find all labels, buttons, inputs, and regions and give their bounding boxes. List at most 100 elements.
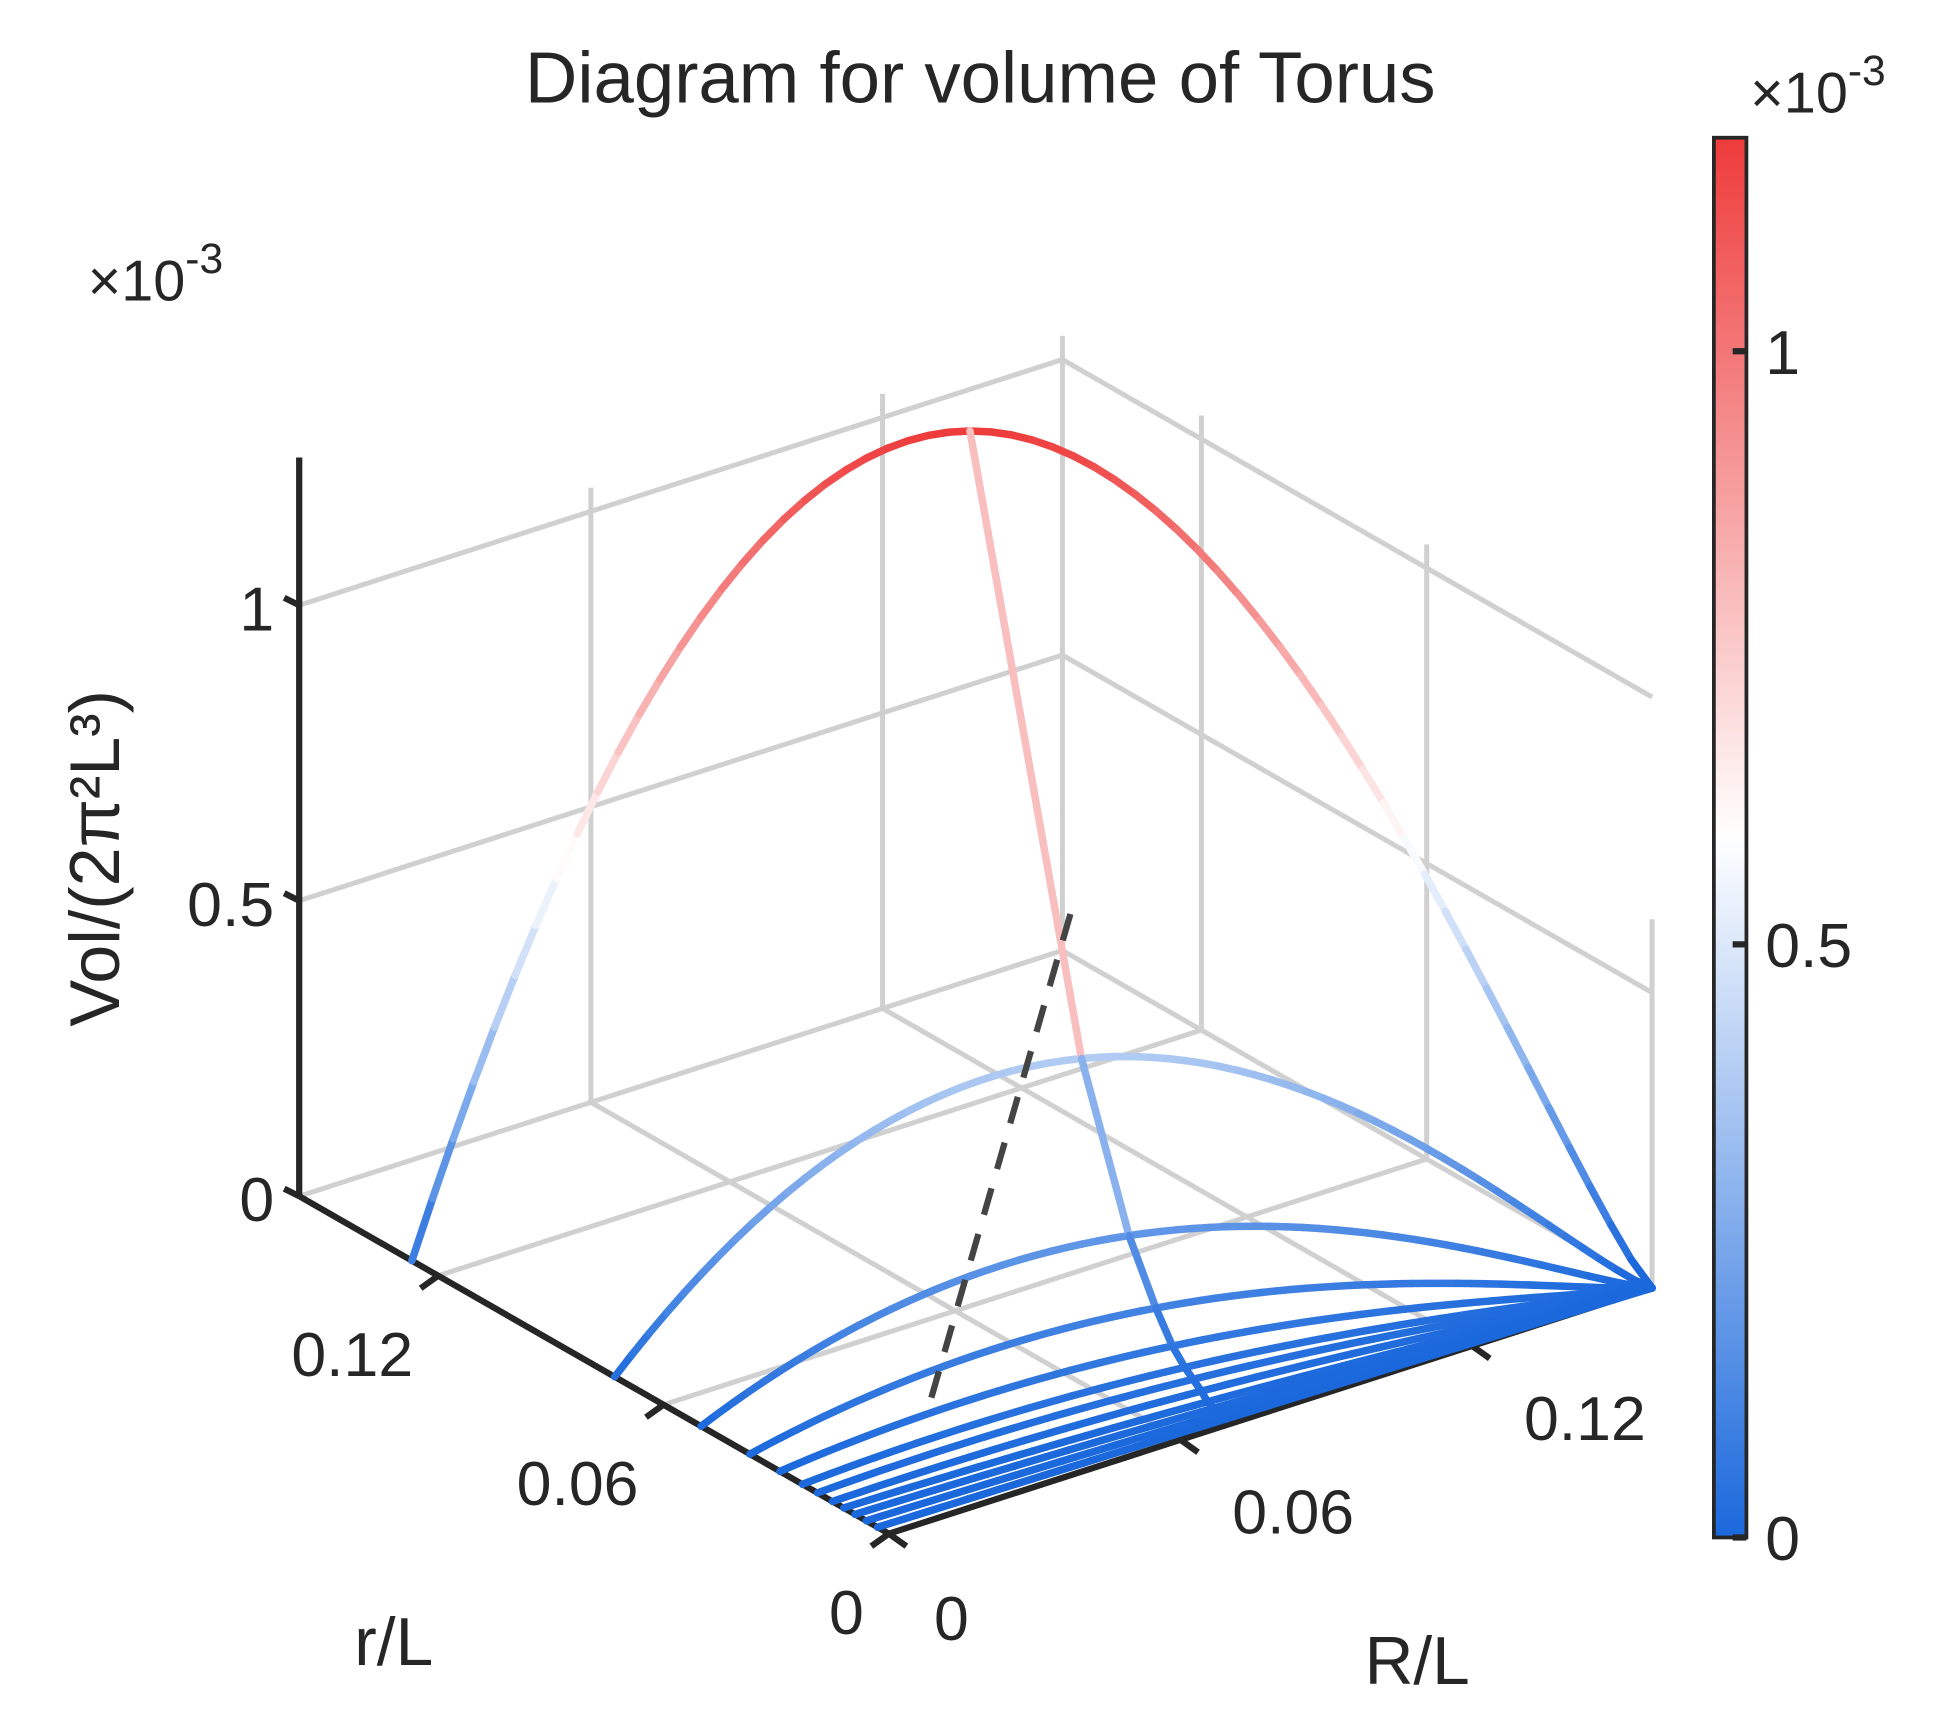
curve-segment [1635, 1284, 1656, 1296]
ridge-segment [1125, 1231, 1160, 1312]
colorbar-tick-label: 0 [1765, 1504, 1800, 1574]
y-tick [869, 1531, 891, 1549]
ridge-segment [966, 427, 1086, 1063]
ridge-segment [1216, 1410, 1230, 1423]
curve-segment [656, 643, 685, 684]
y-tick [644, 1402, 666, 1420]
curve-segment [1586, 1182, 1615, 1229]
series-curve [873, 1284, 1656, 1532]
curve-segment [428, 1135, 457, 1203]
colorbar-exponent-label: ×10-3 [1750, 47, 1886, 126]
curve-segment [1317, 701, 1346, 741]
curve-segment [842, 454, 871, 474]
curve-segment [731, 1218, 757, 1243]
curve-segment [749, 1203, 775, 1227]
curve-segment [821, 466, 850, 488]
curve-segment [490, 971, 519, 1031]
curve-segment [1172, 525, 1202, 554]
x-tick [1178, 1437, 1200, 1455]
curve-segment [511, 921, 540, 979]
z-axis-label: Vol/(2π²L³) [56, 690, 134, 1027]
grid-line-z [1061, 357, 1654, 700]
floor-grid-line-x [881, 1006, 1474, 1349]
curve-segment [610, 1350, 636, 1381]
chart-title: Diagram for volume of Torus [525, 38, 1436, 119]
series-curve [610, 1052, 1656, 1381]
curve-segment [1441, 907, 1470, 954]
curve-segment [780, 496, 809, 523]
z-tick-label: 1 [239, 574, 274, 644]
curve-segment [1296, 671, 1326, 709]
x-tick-label: 0.12 [1524, 1384, 1646, 1454]
curve-segment [470, 1023, 499, 1086]
curve-segment [1420, 870, 1450, 916]
grid-line-z [298, 357, 1064, 608]
curve-segment [449, 1078, 478, 1143]
curve-segment [1524, 1063, 1553, 1112]
curve-segment [766, 1188, 792, 1211]
curve-segment [1338, 732, 1367, 773]
curve-segment [1276, 643, 1305, 680]
curve-segment [680, 1270, 705, 1297]
grid-line-z [298, 948, 1064, 1199]
curves [408, 427, 1656, 1532]
dashed-projection-line [923, 913, 1074, 1416]
curve-segment [1462, 945, 1491, 993]
x-tick [1470, 1343, 1492, 1361]
series-curve [697, 1222, 1656, 1430]
curve-segment [759, 515, 788, 544]
colorbar [1712, 135, 1749, 1540]
colorbar-ticks: 00.51 [1732, 318, 1852, 1574]
ridge-segment [1168, 1342, 1189, 1372]
z-axis-label-group: Vol/(2π²L³) [56, 690, 134, 1027]
grid-line-z [298, 652, 1064, 904]
curve-segment [1110, 475, 1140, 499]
z-tick-label: 0 [239, 1165, 274, 1235]
curve-segment [1131, 490, 1160, 515]
curve-segment [697, 1252, 723, 1279]
curve-segment [1482, 984, 1512, 1032]
curve-segment [662, 1289, 688, 1317]
y-axis-line [297, 1193, 891, 1537]
curve-segment [645, 1309, 671, 1338]
curve-segment [635, 675, 664, 719]
curve-segment [738, 536, 768, 568]
curve-segment [1255, 616, 1284, 651]
floor-grid-line-y [437, 1027, 1203, 1279]
x-tick-label: 0.06 [1232, 1478, 1354, 1548]
y-tick-label: 0 [829, 1578, 864, 1648]
colorbar-tick-label: 1 [1765, 318, 1800, 388]
curve-segment [552, 830, 581, 883]
curve-segment [718, 559, 747, 593]
y-axis-label: r/L [354, 1605, 433, 1680]
curve-segment [862, 444, 892, 462]
grid-line-z [1061, 652, 1654, 995]
curve-segment [408, 1194, 437, 1265]
colorbar-tick-label: 0.5 [1765, 911, 1852, 981]
x-axis-label: R/L [1365, 1624, 1470, 1699]
y-tick [418, 1273, 440, 1291]
axes: 0 0.5 1 0 0.06 0.12 0 0.06 0.12 [187, 457, 1654, 1654]
z-exponent-label: ×10-3 [88, 235, 224, 314]
series-curve [408, 427, 1656, 1292]
curve-segment [1379, 799, 1408, 842]
curve-segment [594, 748, 623, 796]
y-tick-label: 0.06 [517, 1449, 639, 1519]
curve-segment [1565, 1143, 1594, 1191]
curve-segment [1503, 1023, 1532, 1072]
z-tick [282, 890, 301, 904]
y-tick-label: 0.12 [291, 1320, 413, 1390]
ridge-segment [1077, 1054, 1133, 1240]
curve-segment [800, 480, 830, 505]
x-tick-label: 0 [934, 1584, 969, 1654]
curve-segment [1090, 463, 1119, 484]
curve-segment [697, 585, 726, 621]
curve-segment [573, 787, 602, 838]
curve-segment [628, 1329, 654, 1359]
curve-segment [1358, 765, 1388, 807]
curve-segment [1214, 567, 1243, 599]
floor-grid-line-x [589, 1100, 1182, 1442]
ridge-segment [1152, 1304, 1177, 1350]
z-tick [282, 594, 301, 609]
